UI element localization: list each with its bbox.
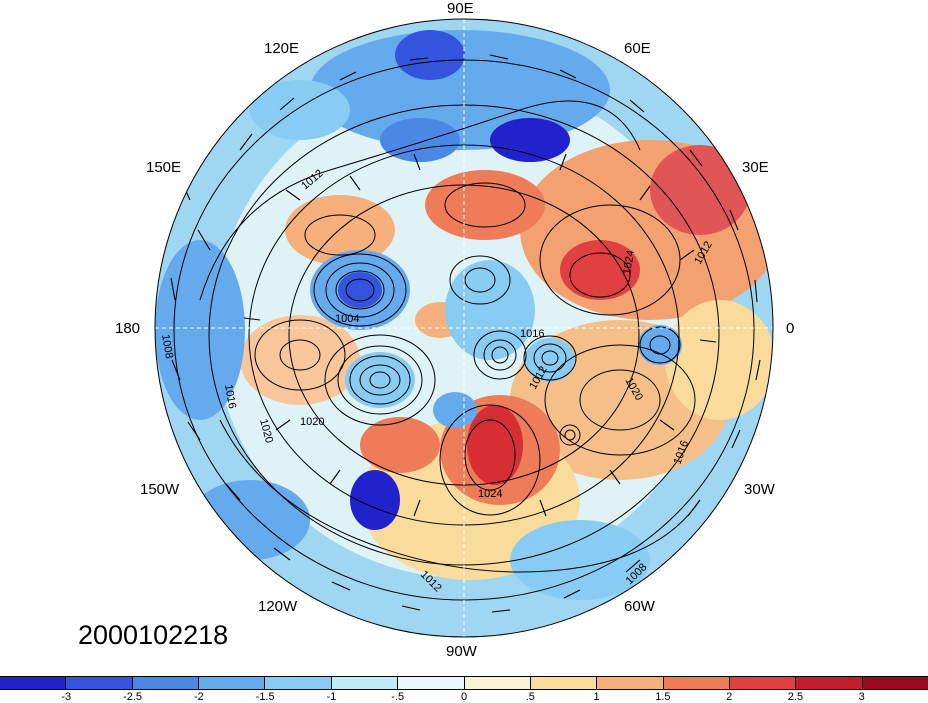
lon-label-120e: 120E xyxy=(264,40,300,57)
lon-label-150w: 150W xyxy=(140,481,180,498)
contour-label: 1024 xyxy=(478,488,502,500)
lon-label-120w: 120W xyxy=(258,598,298,615)
colorbar-tick-label: .5 xyxy=(525,691,535,703)
lon-label-150e: 150E xyxy=(146,159,182,176)
contour-label: 1024 xyxy=(621,249,637,275)
map-boundary xyxy=(154,18,774,638)
lon-label-90e: 90E xyxy=(447,0,474,17)
colorbar-tick-label: -1.5 xyxy=(255,691,275,703)
colorbar-tick-label: 0 xyxy=(460,691,468,703)
lon-label-180: 180 xyxy=(115,320,141,337)
lon-label-0: 0 xyxy=(786,320,795,337)
map-grid xyxy=(155,19,773,637)
colorbar-segment xyxy=(132,677,200,689)
colorbar-segment xyxy=(597,677,664,689)
colorbar-tick-label: 1 xyxy=(593,691,600,703)
colorbar-segment xyxy=(530,677,598,689)
colorbar-segment xyxy=(265,677,332,689)
map-fill xyxy=(155,19,773,637)
contour-label: 1008 xyxy=(159,333,175,359)
timestamp-label: 2000102218 xyxy=(78,620,229,650)
lon-label-60w: 60W xyxy=(624,598,655,615)
colorbar-segment xyxy=(0,677,67,689)
colorbar-segment xyxy=(729,677,797,689)
colorbar-segment xyxy=(199,677,266,689)
contour-label: 1016 xyxy=(520,328,544,340)
colorbar-segment xyxy=(663,677,730,689)
lon-label-30e: 30E xyxy=(742,159,769,176)
polar-map: 1012 1004 1008 1016 1020 1020 1024 1012 … xyxy=(154,18,774,638)
lon-label-30w: 30W xyxy=(744,481,775,498)
colorbar-tick-label: 2.5 xyxy=(787,691,804,703)
colorbar xyxy=(0,676,928,690)
contour-label: 1020 xyxy=(300,416,324,428)
colorbar-tick-label: -1 xyxy=(326,691,337,703)
colorbar-tick-label: 3 xyxy=(858,691,865,703)
colorbar-segment xyxy=(796,677,863,689)
colorbar-tick-label: -2 xyxy=(193,691,204,703)
contour-label: 1016 xyxy=(222,383,238,409)
colorbar-tick-label: 2 xyxy=(726,691,733,703)
colorbar-segment xyxy=(66,677,133,689)
contour-label: 1004 xyxy=(335,313,359,325)
lon-label-90w: 90W xyxy=(446,643,477,660)
colorbar-segment xyxy=(862,677,928,689)
colorbar-segment xyxy=(331,677,399,689)
colorbar-tick-label: -.5 xyxy=(391,691,405,703)
colorbar-tick-label: -3 xyxy=(61,691,72,703)
lon-label-60e: 60E xyxy=(624,40,651,57)
colorbar-segment xyxy=(398,677,465,689)
colorbar-segment xyxy=(464,677,531,689)
colorbar-tick-label: -2.5 xyxy=(123,691,143,703)
colorbar-tick-label: 1.5 xyxy=(655,691,671,703)
